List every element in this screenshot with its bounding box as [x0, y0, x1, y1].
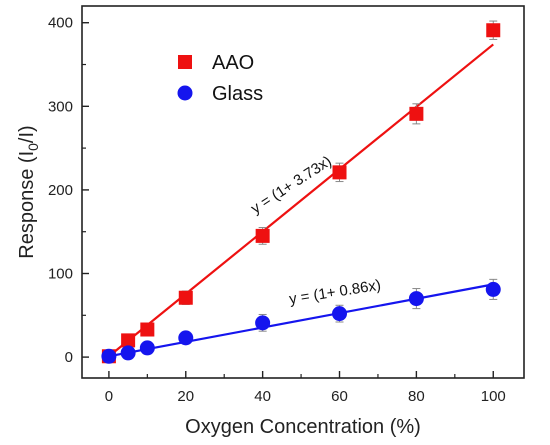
plot-frame — [82, 6, 524, 378]
point-aao-2 — [140, 323, 154, 337]
y-tick-label-3: 300 — [48, 98, 73, 115]
point-glass-7 — [486, 282, 501, 297]
y-tick-label-4: 400 — [48, 15, 73, 32]
axis-ticks: 0 20 40 60 80 100 0 100 200 300 400 — [48, 15, 506, 405]
y-tick-label-1: 100 — [48, 266, 73, 283]
y-tick-label-2: 200 — [48, 182, 73, 199]
x-axis-title: Oxygen Concentration (%) — [185, 416, 421, 438]
point-glass-3 — [178, 330, 193, 345]
point-aao-7 — [486, 23, 500, 37]
y-axis-title-part-2: /I) — [16, 125, 38, 143]
x-tick-label-4: 80 — [408, 388, 425, 405]
point-glass-2 — [140, 340, 155, 355]
legend-marker-glass — [178, 86, 193, 101]
point-aao-3 — [179, 291, 193, 305]
y-tick-label-0: 0 — [65, 349, 73, 366]
y-axis-title-subscript: 0 — [25, 143, 41, 151]
x-tick-label-1: 20 — [177, 388, 194, 405]
point-glass-4 — [255, 315, 270, 330]
x-tick-label-0: 0 — [105, 388, 113, 405]
legend-label-aao: AAO — [212, 52, 254, 74]
fit-lines — [109, 44, 493, 356]
point-glass-6 — [409, 291, 424, 306]
point-glass-5 — [332, 306, 347, 321]
fit-line-aao — [109, 44, 493, 356]
point-glass-0 — [101, 349, 116, 364]
point-glass-1 — [121, 345, 136, 360]
point-aao-5 — [333, 165, 347, 179]
x-tick-label-3: 60 — [331, 388, 348, 405]
y-axis-title-part-1: Response (I — [16, 151, 38, 259]
fit-equation-glass: y = (1+ 0.86x) — [288, 277, 382, 308]
legend-marker-aao — [178, 55, 192, 69]
x-tick-label-2: 40 — [254, 388, 271, 405]
legend: AAO Glass — [178, 52, 264, 105]
point-aao-6 — [409, 107, 423, 121]
point-aao-1 — [121, 333, 135, 347]
y-axis-title: Response (I0/I) — [16, 125, 41, 258]
x-tick-label-5: 100 — [481, 388, 506, 405]
legend-label-glass: Glass — [212, 83, 263, 105]
point-aao-4 — [256, 229, 270, 243]
